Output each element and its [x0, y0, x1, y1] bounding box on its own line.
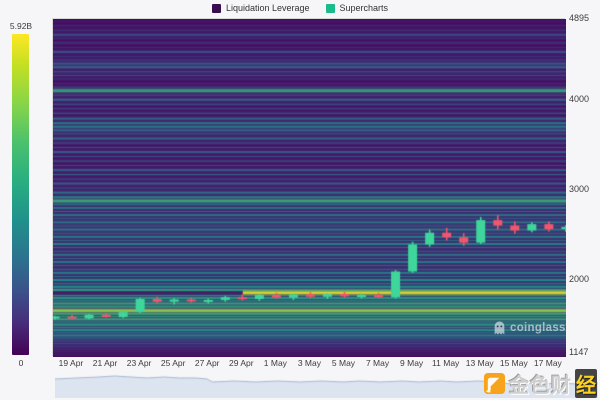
- colorbar-max-label: 5.92B: [9, 21, 33, 31]
- liquidation-heatmap-canvas[interactable]: [53, 19, 566, 357]
- y-axis-tick-label: 4895: [569, 13, 590, 23]
- x-axis-tick-label: 21 Apr: [92, 358, 118, 368]
- x-axis-tick-label: 15 May: [499, 358, 528, 368]
- colorbar-gradient: [12, 34, 29, 355]
- y-axis-tick-label: 4000: [569, 93, 590, 104]
- supercharts-swatch-icon: [325, 3, 335, 13]
- x-axis-tick-label: 29 Apr: [229, 358, 254, 368]
- x-axis-tick-label: 1 May: [263, 358, 287, 368]
- x-axis-tick-label: 23 Apr: [126, 358, 152, 368]
- jinse-watermark-text-accent: 经: [575, 369, 597, 398]
- legend-item-liquidation-leverage[interactable]: Liquidation Leverage: [211, 3, 310, 13]
- jinse-finance-logo-icon: [483, 372, 506, 395]
- jinse-watermark-text: 金色财: [509, 375, 572, 397]
- legend-label: Supercharts: [339, 3, 389, 13]
- y-axis-tick-label: 3000: [569, 183, 590, 194]
- range-navigator[interactable]: [55, 371, 598, 398]
- x-axis-tick-label: 19 Apr: [58, 358, 84, 368]
- x-axis-tick-label: 17 May: [533, 358, 562, 368]
- x-axis-tick-label: 3 May: [297, 358, 321, 368]
- x-axis-tick-label: 9 May: [400, 358, 424, 368]
- heatmap-plot-area[interactable]: coinglass: [52, 18, 566, 357]
- x-axis-tick-label: 27 Apr: [194, 358, 220, 368]
- x-axis-tick-label: 13 May: [465, 358, 494, 368]
- x-axis-tick-label: 11 May: [432, 358, 460, 368]
- y-axis-tick-label: 2000: [569, 274, 590, 285]
- legend-item-supercharts[interactable]: Supercharts: [325, 3, 389, 13]
- jinse-finance-watermark: 金色财 经: [483, 369, 597, 398]
- y-axis-tick-label: 1147: [569, 347, 589, 357]
- x-axis-tick-label: 5 May: [331, 358, 356, 368]
- liquidation-leverage-swatch-icon: [211, 3, 221, 13]
- colorbar-min-label: 0: [18, 358, 24, 368]
- x-axis-tick-label: 25 Apr: [160, 358, 186, 368]
- x-axis-tick-label: 7 May: [365, 358, 390, 368]
- chart-legend: Liquidation Leverage Supercharts: [0, 0, 600, 16]
- legend-label: Liquidation Leverage: [225, 3, 310, 13]
